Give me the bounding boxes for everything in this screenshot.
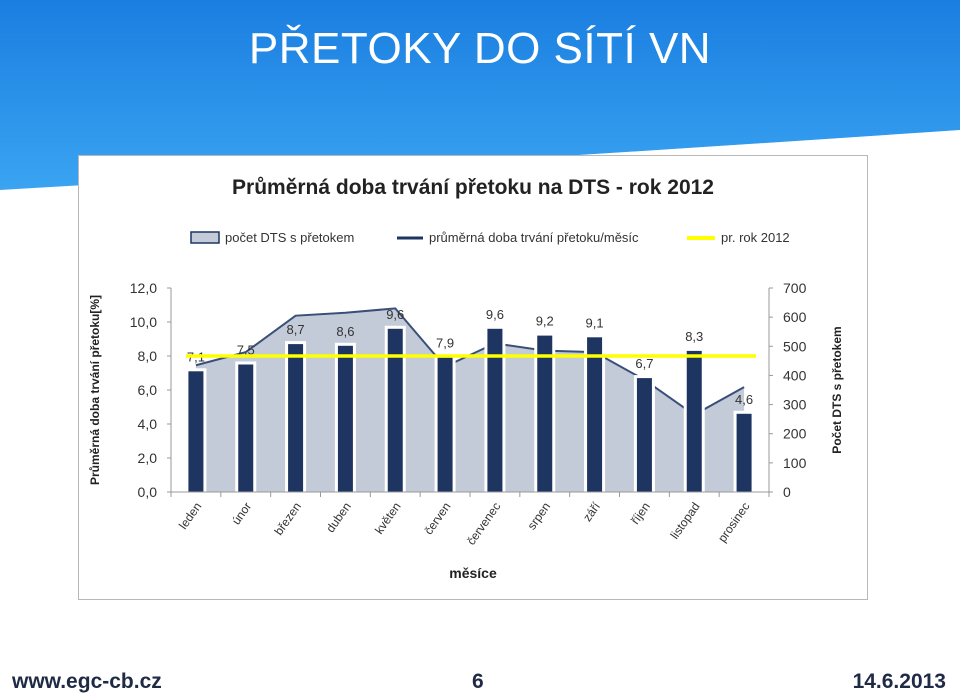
footer-date: 14.6.2013 xyxy=(852,670,946,693)
legend-label-line: průměrná doba trvání přetoku/měsíc xyxy=(429,230,639,245)
x-tick-label: leden xyxy=(176,500,204,532)
x-tick-label: říjen xyxy=(628,500,653,527)
x-tick-label: červen xyxy=(421,500,453,538)
bar xyxy=(387,328,403,492)
data-label: 6,7 xyxy=(635,356,653,371)
y-tick-label-right: 200 xyxy=(783,426,807,442)
y-tick-label-left: 2,0 xyxy=(138,450,158,466)
y-axis-title-right: Počet DTS s přetokem xyxy=(830,326,844,453)
bar xyxy=(337,345,353,492)
y-tick-label-right: 100 xyxy=(783,455,807,471)
bar xyxy=(288,344,304,492)
y-axis-title-left: Průměrná doba trvání přetoku[%] xyxy=(88,295,102,485)
y-tick-label-left: 0,0 xyxy=(138,484,158,500)
x-axis-title: měsíce xyxy=(449,565,497,581)
chart-title: Průměrná doba trvání přetoku na DTS - ro… xyxy=(232,176,714,199)
data-label: 9,6 xyxy=(486,307,504,322)
legend-label-area: počet DTS s přetokem xyxy=(225,230,354,245)
data-label: 9,2 xyxy=(536,314,554,329)
x-tick-label: červenec xyxy=(464,500,503,548)
footer-page-number: 6 xyxy=(472,670,484,693)
y-tick-label-left: 8,0 xyxy=(138,348,158,364)
bar xyxy=(188,371,204,492)
x-tick-label: březen xyxy=(272,500,305,538)
x-tick-label: únor xyxy=(229,500,254,528)
data-label: 9,1 xyxy=(586,315,604,330)
x-tick-label: září xyxy=(580,499,603,524)
data-label: 4,6 xyxy=(735,392,753,407)
x-tick-label: duben xyxy=(323,500,354,535)
bar xyxy=(736,413,752,492)
x-tick-label: listopad xyxy=(668,500,703,542)
data-label: 8,7 xyxy=(287,322,305,337)
y-tick-label-right: 300 xyxy=(783,397,807,413)
y-tick-label-right: 400 xyxy=(783,367,807,383)
slide-title: PŘETOKY DO SÍTÍ VN xyxy=(248,24,712,73)
y-tick-label-left: 12,0 xyxy=(130,280,157,296)
y-tick-label-right: 500 xyxy=(783,338,807,354)
y-tick-label-right: 700 xyxy=(783,280,807,296)
data-label: 7,9 xyxy=(436,336,454,351)
y-tick-label-left: 10,0 xyxy=(130,314,157,330)
chart-frame: Průměrná doba trvání přetoku na DTS - ro… xyxy=(78,155,868,600)
area-series-fill xyxy=(195,308,745,492)
bar xyxy=(487,328,503,492)
x-tick-label: srpen xyxy=(525,500,554,533)
data-label: 9,6 xyxy=(386,307,404,322)
y-tick-label-left: 4,0 xyxy=(138,416,158,432)
data-label: 7,5 xyxy=(237,343,255,358)
legend-swatch-area xyxy=(190,231,220,244)
legend-label-avg: pr. rok 2012 xyxy=(721,230,790,245)
bar xyxy=(537,335,553,492)
bar xyxy=(636,378,652,492)
bar xyxy=(587,337,603,492)
bar xyxy=(686,350,702,492)
bar xyxy=(437,357,453,492)
footer-url: www.egc-cb.cz xyxy=(12,670,162,693)
y-tick-label-left: 6,0 xyxy=(138,382,158,398)
y-tick-label-right: 0 xyxy=(783,484,791,500)
x-tick-label: květen xyxy=(372,500,404,537)
bar xyxy=(238,364,254,492)
y-tick-label-right: 600 xyxy=(783,309,807,325)
chart-svg: Průměrná doba trvání přetoku na DTS - ro… xyxy=(88,176,844,581)
x-tick-label: prosinec xyxy=(715,500,752,545)
data-label: 8,3 xyxy=(685,329,703,344)
data-label: 8,6 xyxy=(336,324,354,339)
header-band xyxy=(0,0,960,190)
